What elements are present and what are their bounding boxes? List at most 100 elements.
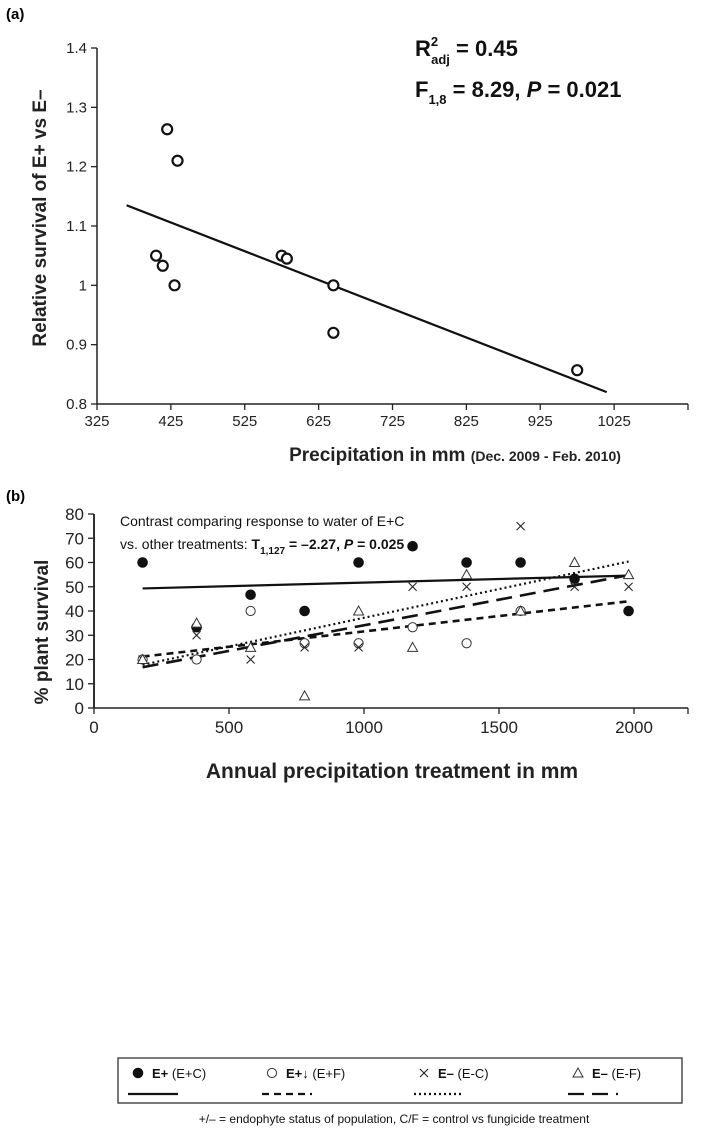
legend: E+ (E+C) E+↓ (E+F) E– (E-C) E– (E-F) bbox=[128, 1066, 641, 1096]
point-emc bbox=[192, 630, 201, 640]
f-p-label: P bbox=[527, 77, 542, 102]
point-emc bbox=[300, 642, 309, 652]
contrast-t-sub: 1,127 bbox=[260, 546, 285, 557]
panel-b-x-tick-label: 0 bbox=[89, 718, 98, 737]
panel-a-x-tick-label: 925 bbox=[528, 413, 553, 430]
panel-a-x-tick-label: 725 bbox=[380, 413, 405, 430]
contrast-line-1: Contrast comparing response to water of … bbox=[120, 513, 404, 529]
panel-a-points bbox=[150, 123, 584, 377]
contrast-line-2-prefix: vs. other treatments: bbox=[120, 536, 252, 552]
panel-a-x-tick-label: 625 bbox=[306, 413, 331, 430]
panel-b-y-tick-label: 80 bbox=[65, 505, 84, 524]
panel-a-point bbox=[168, 279, 181, 292]
panel-a-x-tick-label: 1025 bbox=[597, 413, 630, 430]
panel-a-y-axis-title: Relative survival of E+ vs E– bbox=[30, 89, 51, 346]
panel-b-label: (b) bbox=[6, 488, 25, 505]
panel-b-x-tick-label: 1500 bbox=[480, 718, 518, 737]
point-epc bbox=[245, 589, 256, 601]
legend-label-rest: (E+F) bbox=[309, 1066, 345, 1081]
legend-label-emc: E– (E-C) bbox=[438, 1066, 489, 1081]
point-epf bbox=[191, 654, 202, 665]
panel-b-y-tick-label: 10 bbox=[65, 675, 84, 694]
contrast-line-2: vs. other treatments: T1,127 = –2.27, P … bbox=[120, 536, 404, 557]
panel-a: (a) Relative survival of E+ vs E– 0.8 0.9… bbox=[6, 6, 689, 466]
r2-sub: adj bbox=[431, 52, 450, 67]
contrast-t-main: T bbox=[252, 536, 261, 552]
panel-b-y-tick-label: 70 bbox=[65, 529, 84, 548]
point-epf bbox=[299, 638, 310, 649]
fit-line-epf bbox=[142, 600, 629, 658]
point-epc bbox=[137, 557, 148, 568]
point-emc bbox=[408, 582, 417, 592]
point-epc bbox=[515, 557, 526, 568]
point-emc bbox=[354, 642, 363, 652]
point-epc bbox=[569, 573, 580, 585]
panel-b-y-tick-label: 60 bbox=[65, 554, 84, 573]
panel-a-y-tick-label: 1.2 bbox=[66, 159, 87, 176]
panel-b-y-tick-label: 30 bbox=[65, 626, 84, 645]
legend-marker-epc bbox=[132, 1067, 144, 1079]
point-emc bbox=[462, 582, 471, 592]
legend-marker-emc bbox=[419, 1068, 429, 1078]
panel-b-x-tick-label: 1000 bbox=[345, 718, 383, 737]
panel-a-y-ticks: 0.8 0.9 1 1.1 1.2 1.3 1.4 bbox=[66, 40, 97, 413]
panel-a-x-tick-label: 425 bbox=[158, 413, 183, 430]
point-epc bbox=[461, 557, 472, 568]
panel-a-point bbox=[171, 154, 184, 167]
panel-b: (b) % plant survival 0 10 20 30 40 50 60 70 80 0… bbox=[6, 488, 689, 1126]
panel-a-y-tick-label: 1.1 bbox=[66, 218, 87, 235]
legend-label-bold: E+↓ bbox=[286, 1066, 309, 1081]
point-emf bbox=[298, 689, 311, 701]
panel-a-point bbox=[571, 364, 584, 377]
legend-marker-emf bbox=[572, 1066, 584, 1078]
panel-a-y-tick-label: 0.9 bbox=[66, 337, 87, 354]
panel-a-fit-line bbox=[126, 204, 608, 394]
contrast-p-value: = 0.025 bbox=[353, 536, 404, 552]
panel-a-point bbox=[150, 249, 163, 262]
legend-label-emf: E– (E-F) bbox=[592, 1066, 641, 1081]
panel-b-points bbox=[136, 521, 635, 701]
panel-a-fit-line-group bbox=[126, 204, 608, 394]
point-emc bbox=[570, 582, 579, 592]
contrast-t-value: = –2.27, bbox=[285, 536, 344, 552]
legend-item-epf: E+↓ (E+F) bbox=[262, 1066, 345, 1096]
panel-b-y-tick-label: 40 bbox=[65, 602, 84, 621]
panel-a-x-axis-title-suffix: (Dec. 2009 - Feb. 2010) bbox=[471, 448, 621, 464]
panel-b-y-tick-label: 20 bbox=[65, 651, 84, 670]
contrast-p-label: P bbox=[344, 536, 354, 552]
point-emf bbox=[460, 568, 473, 580]
panel-a-label: (a) bbox=[6, 6, 24, 23]
panel-a-point bbox=[156, 259, 169, 272]
point-emf bbox=[406, 641, 419, 652]
legend-label-bold: E– bbox=[438, 1066, 454, 1081]
panel-a-y-tick-label: 1.3 bbox=[66, 99, 87, 116]
legend-item-epc: E+ (E+C) bbox=[128, 1066, 206, 1096]
panel-a-x-axis-title-main: Precipitation in mm bbox=[289, 445, 465, 466]
panel-b-y-tick-label: 0 bbox=[75, 699, 84, 718]
point-emc bbox=[516, 521, 525, 531]
point-epf bbox=[407, 622, 418, 633]
f-main: F bbox=[415, 77, 428, 102]
point-emf bbox=[622, 568, 635, 580]
point-emf bbox=[514, 604, 527, 616]
legend-label-epf: E+↓ (E+F) bbox=[286, 1066, 345, 1081]
point-epc bbox=[623, 605, 634, 617]
legend-label-rest: (E-C) bbox=[454, 1066, 489, 1081]
panel-a-x-ticks: 325 425 525 625 725 825 925 1025 bbox=[84, 404, 689, 430]
panel-a-x-axis-title: Precipitation in mm (Dec. 2009 - Feb. 20… bbox=[289, 445, 621, 466]
panel-a-x-tick-label: 325 bbox=[84, 413, 109, 430]
legend-label-rest: (E+C) bbox=[168, 1066, 206, 1081]
legend-box bbox=[117, 1057, 683, 1104]
f-sub: 1,8 bbox=[428, 92, 446, 107]
legend-item-emc: E– (E-C) bbox=[414, 1066, 489, 1096]
point-epc bbox=[353, 557, 364, 568]
point-emf bbox=[568, 556, 581, 567]
point-epc bbox=[407, 540, 418, 552]
legend-label-rest: (E-F) bbox=[608, 1066, 641, 1081]
point-emf bbox=[244, 641, 257, 652]
point-epf bbox=[461, 638, 472, 649]
legend-label-epc: E+ (E+C) bbox=[152, 1066, 206, 1081]
point-epf bbox=[245, 605, 256, 617]
f-value: = 8.29, bbox=[447, 77, 527, 102]
